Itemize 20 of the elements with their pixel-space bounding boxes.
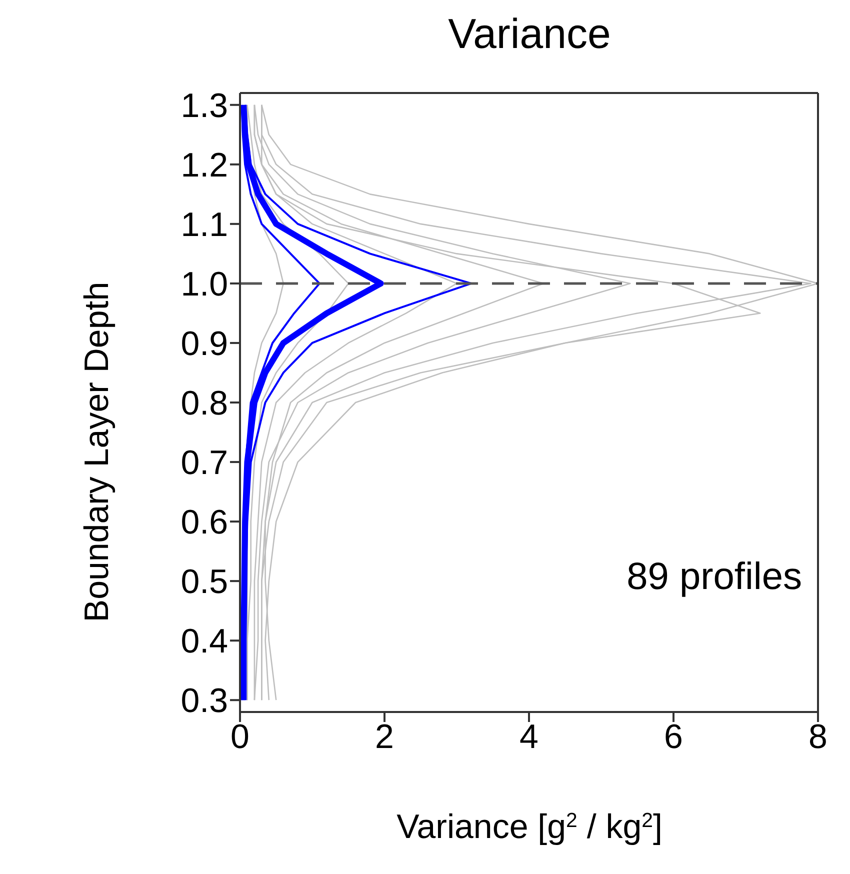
y-tick-label: 0.9 <box>180 325 228 364</box>
x-tick-label: 6 <box>664 718 683 756</box>
y-tick-label: 1.3 <box>180 86 228 125</box>
y-tick-label: 1.2 <box>180 146 228 184</box>
chart-title: Variance <box>447 10 612 58</box>
y-tick-label: 0.7 <box>180 444 228 482</box>
y-tick-label: 0.3 <box>180 682 228 720</box>
x-tick-label: 4 <box>520 718 538 756</box>
y-tick-label: 0.5 <box>180 563 228 602</box>
y-tick-label: 0.4 <box>180 622 228 661</box>
x-axis-title: Variance [g$^{2}$ / kg$^{2}$] <box>396 808 662 846</box>
y-axis-title: Boundary Layer Depth <box>78 282 116 622</box>
annotation: 89 profiles <box>626 556 802 599</box>
x-tick-label: 0 <box>230 718 250 756</box>
y-tick-label: 0.8 <box>180 384 228 423</box>
y-tick-label: 1.0 <box>180 266 228 304</box>
y-tick-label: 0.6 <box>180 504 228 542</box>
x-tick-label: 2 <box>375 718 394 756</box>
x-tick-label: 8 <box>808 718 828 756</box>
y-tick-label: 1.1 <box>180 206 228 244</box>
